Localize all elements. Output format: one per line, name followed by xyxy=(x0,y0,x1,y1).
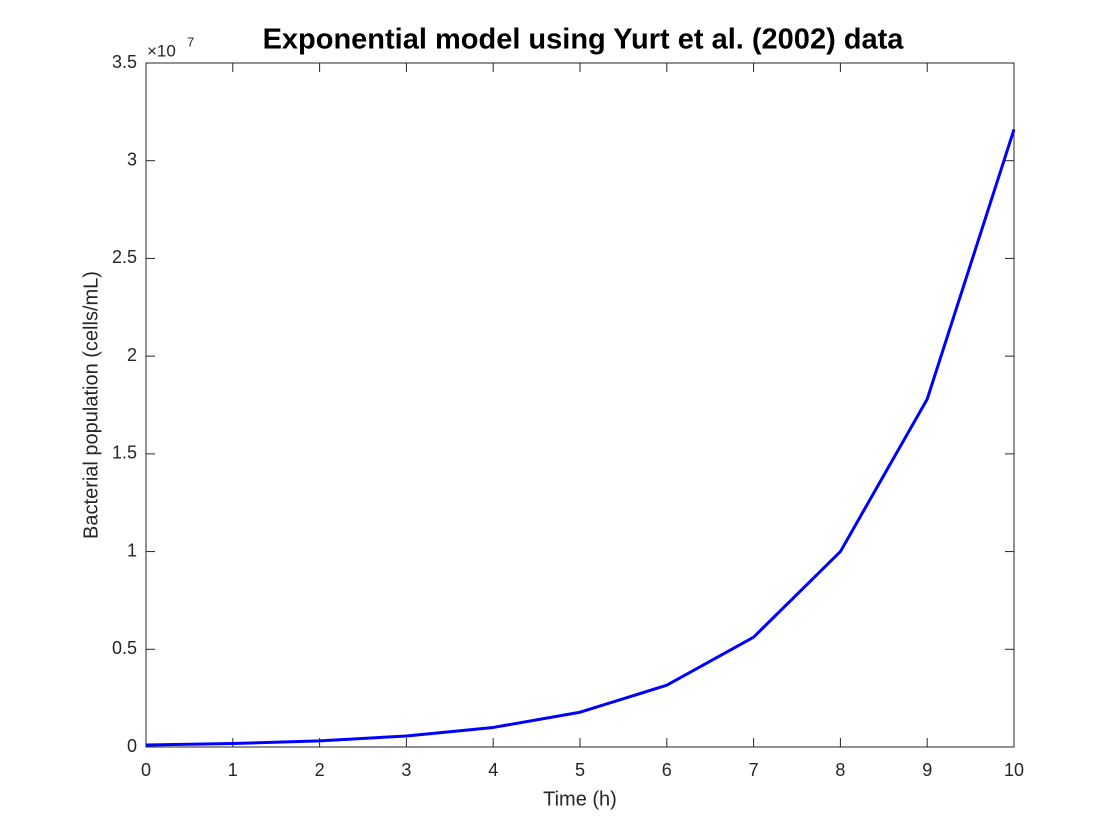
x-tick-label: 9 xyxy=(922,760,932,780)
y-tick-label: 0 xyxy=(127,736,137,756)
x-tick-label: 7 xyxy=(749,760,759,780)
x-tick-label: 3 xyxy=(401,760,411,780)
x-tick-label: 2 xyxy=(315,760,325,780)
y-tick-label: 3 xyxy=(127,149,137,169)
x-tick-label: 4 xyxy=(488,760,498,780)
x-tick-label: 10 xyxy=(1004,760,1024,780)
y-scale-base: ×10 xyxy=(147,41,176,60)
plot-box xyxy=(145,62,1015,748)
y-scale-exponent: 7 xyxy=(187,34,194,49)
y-tick-label: 2 xyxy=(127,345,137,365)
x-tick-label: 0 xyxy=(141,760,151,780)
y-axis-label: Bacterial population (cells/mL) xyxy=(80,271,102,539)
y-tick-label: 2.5 xyxy=(112,247,137,267)
y-tick-label: 3.5 xyxy=(112,52,137,72)
x-axis-label: Time (h) xyxy=(543,788,617,810)
x-tick-label: 6 xyxy=(662,760,672,780)
x-tick-label: 5 xyxy=(575,760,585,780)
data-line xyxy=(145,128,1016,747)
x-tick-label: 1 xyxy=(228,760,238,780)
chart-title: Exponential model using Yurt et al. (200… xyxy=(263,24,905,56)
x-tick-label: 8 xyxy=(835,760,845,780)
y-tick-label: 0.5 xyxy=(112,638,137,658)
y-tick-label: 1 xyxy=(127,540,137,560)
y-tick-label: 1.5 xyxy=(112,443,137,463)
